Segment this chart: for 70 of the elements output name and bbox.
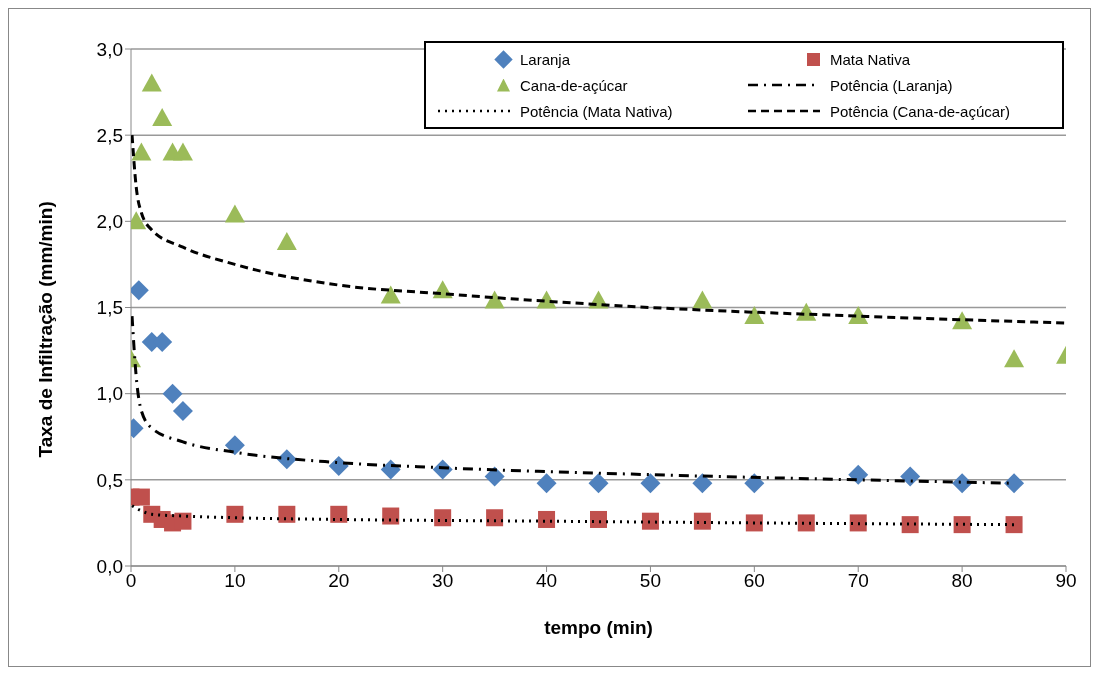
- x-tick-label: 10: [224, 570, 246, 592]
- point: [434, 509, 452, 527]
- point: [538, 510, 556, 528]
- point: [172, 142, 193, 161]
- point: [692, 290, 713, 309]
- point: [692, 473, 713, 494]
- legend-label: Cana-de-açúcar: [520, 76, 628, 94]
- legend-label: Laranja: [520, 50, 571, 68]
- point: [641, 512, 659, 530]
- point: [224, 435, 245, 456]
- point: [900, 466, 921, 487]
- x-tick-label: 90: [1055, 570, 1077, 592]
- x-tick-label: 50: [639, 570, 662, 592]
- point: [174, 512, 192, 530]
- point: [1004, 473, 1025, 494]
- x-tick-label: 30: [432, 570, 454, 592]
- y-tick-label: 1,5: [96, 297, 123, 319]
- point: [132, 488, 150, 506]
- x-tick-label: 40: [535, 570, 558, 592]
- point: [640, 473, 661, 494]
- x-tick-label: 70: [847, 570, 869, 592]
- point: [901, 516, 919, 534]
- legend-label: Potência (Laranja): [830, 76, 953, 94]
- point: [172, 400, 193, 421]
- y-tick-label: 2,5: [96, 124, 123, 146]
- x-axis-title: tempo (min): [544, 617, 653, 638]
- point: [848, 464, 869, 485]
- point: [590, 510, 607, 528]
- point: [797, 514, 815, 532]
- point: [131, 142, 152, 161]
- legend-label: Potência (Mata Nativa): [520, 102, 673, 120]
- x-tick-label: 80: [951, 570, 973, 592]
- y-tick-label: 0,0: [96, 555, 123, 577]
- point: [278, 505, 296, 523]
- point: [693, 512, 711, 530]
- point: [745, 514, 763, 532]
- legend-label: Potência (Cana-de-açúcar): [830, 102, 1011, 120]
- point: [486, 509, 504, 527]
- point: [382, 507, 400, 525]
- x-tick-label: 20: [328, 570, 350, 592]
- point: [276, 449, 297, 470]
- point: [952, 311, 973, 330]
- point: [226, 505, 244, 523]
- point: [330, 505, 348, 523]
- point: [328, 456, 349, 477]
- point: [744, 306, 765, 325]
- point: [276, 232, 297, 251]
- point: [536, 473, 557, 494]
- point: [588, 473, 609, 494]
- y-tick-label: 2,0: [96, 211, 123, 233]
- point: [849, 514, 867, 532]
- point: [162, 383, 183, 404]
- x-tick-label: 0: [125, 570, 137, 592]
- point: [1004, 349, 1025, 368]
- point: [141, 73, 162, 92]
- point: [952, 473, 973, 494]
- point: [152, 107, 173, 126]
- point: [224, 204, 245, 223]
- point: [484, 290, 505, 309]
- y-tick-label: 1,0: [96, 383, 123, 405]
- point: [484, 466, 505, 487]
- point: [953, 516, 971, 534]
- y-axis-title: Taxa de Infiltração (mm/min): [34, 201, 56, 458]
- line-series: [131, 133, 1066, 325]
- x-tick-label: 60: [743, 570, 765, 592]
- point: [1005, 516, 1023, 534]
- y-tick-label: 3,0: [96, 38, 123, 60]
- point: [380, 285, 401, 304]
- legend-label: Mata Nativa: [830, 50, 911, 68]
- y-tick-label: 0,5: [96, 469, 123, 491]
